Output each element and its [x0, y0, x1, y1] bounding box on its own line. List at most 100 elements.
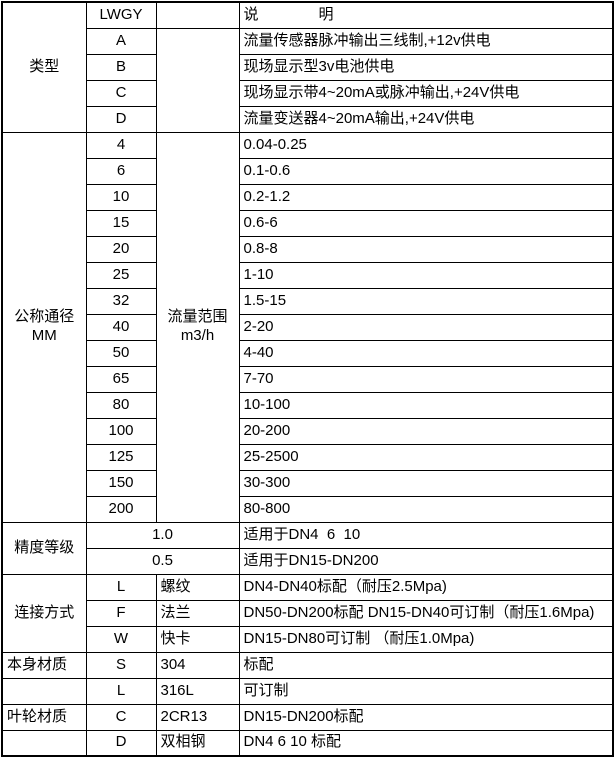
flow-range-cell: 25-2500: [238, 443, 614, 471]
empty-label-cell: [1, 677, 87, 705]
body-material-name-cell: 304: [155, 651, 240, 679]
table-row: C 现场显示带4~20mA或脉冲输出,+24V供电: [2, 79, 614, 107]
connection-name-cell: 法兰: [155, 599, 240, 627]
table-row: 精度等级 1.0 适用于DN4 6 10: [1, 521, 614, 575]
table-row: 100 20-200: [2, 417, 614, 445]
table-row: 200 80-800: [2, 495, 614, 523]
type-code-cell: C: [85, 79, 157, 107]
table-row: 15 0.6-6: [2, 209, 614, 237]
connection-desc-cell: DN4-DN40标配（耐压2.5Mpa): [238, 573, 614, 601]
body-material-name-cell: 316L: [155, 677, 240, 705]
table-row: B 现场显示型3v电池供电: [2, 53, 614, 81]
dn-value-cell: 6: [85, 157, 157, 185]
table-row: 叶轮材质 C 2CR13 DN15-DN200标配: [1, 703, 614, 731]
dn-value-cell: 80: [85, 391, 157, 419]
body-material-desc-cell: 标配: [238, 651, 614, 679]
connection-name-cell: 螺纹: [155, 573, 240, 601]
flow-range-cell: 4-40: [238, 339, 614, 367]
connection-desc-cell: DN50-DN200标配 DN15-DN40可订制（耐压1.6Mpa): [238, 599, 614, 627]
dn-value-cell: 65: [85, 365, 157, 393]
table-row: 125 25-2500: [2, 443, 614, 471]
body-material-code-cell: S: [85, 651, 157, 679]
table-row: D 流量变送器4~20mA输出,+24V供电: [2, 105, 614, 133]
table-row: 50 4-40: [2, 339, 614, 367]
dn-value-cell: 100: [85, 417, 157, 445]
connection-section-label: 连接方式: [1, 573, 87, 653]
table-row: A 流量传感器脉冲输出三线制,+12v供电: [2, 27, 614, 133]
connection-code-cell: F: [85, 599, 157, 627]
connection-name-cell: 快卡: [155, 625, 240, 653]
flow-range-cell: 0.6-6: [238, 209, 614, 237]
dn-value-cell: 20: [85, 235, 157, 263]
table-row: D 双相钢 DN4 6 10 标配: [1, 729, 614, 757]
empty-label-cell: [1, 729, 87, 757]
accuracy-desc-cell: 适用于DN15-DN200: [238, 547, 614, 575]
dn-value-cell: 10: [85, 183, 157, 211]
dn-value-cell: 50: [85, 339, 157, 367]
impeller-material-section-label: 叶轮材质: [1, 703, 87, 731]
table-row: 25 1-10: [2, 261, 614, 289]
description-header-cell: 说 明: [238, 1, 614, 29]
table-row: 类型 LWGY 说 明: [1, 1, 614, 133]
table-row: 40 2-20: [2, 313, 614, 341]
table-row: 10 0.2-1.2: [2, 183, 614, 211]
flow-range-cell: 0.8-8: [238, 235, 614, 263]
connection-code-cell: W: [85, 625, 157, 653]
table-row: W 快卡 DN15-DN80可订制 （耐压1.0Mpa): [2, 625, 614, 653]
dn-value-cell: 125: [85, 443, 157, 471]
type-code-cell: B: [85, 53, 157, 81]
empty-header-cell: [155, 1, 240, 29]
table-row: L 316L 可订制: [1, 677, 614, 705]
table-row: 80 10-100: [2, 391, 614, 419]
connection-desc-cell: DN15-DN80可订制 （耐压1.0Mpa): [238, 625, 614, 653]
flow-range-cell: 20-200: [238, 417, 614, 445]
table-row: 6 0.1-0.6: [2, 157, 614, 185]
type-section-label: 类型: [1, 1, 87, 133]
dn-value-cell: 32: [85, 287, 157, 315]
body-material-desc-cell: 可订制: [238, 677, 614, 705]
dn-value-cell: 150: [85, 469, 157, 497]
type-desc-cell: 流量传感器脉冲输出三线制,+12v供电: [238, 27, 614, 55]
table-row: 0.5 适用于DN15-DN200: [2, 547, 614, 575]
impeller-material-desc-cell: DN4 6 10 标配: [238, 729, 614, 757]
impeller-material-name-cell: 双相钢: [155, 729, 240, 757]
flow-range-cell: 2-20: [238, 313, 614, 341]
impeller-material-name-cell: 2CR13: [155, 703, 240, 731]
dn-value-cell: 40: [85, 313, 157, 341]
flow-range-cell: 0.04-0.25: [238, 131, 614, 159]
table-row: 32 1.5-15: [2, 287, 614, 315]
flow-range-cell: 1-10: [238, 261, 614, 289]
flow-range-cell: 30-300: [238, 469, 614, 497]
impeller-material-code-cell: D: [85, 729, 157, 757]
impeller-material-desc-cell: DN15-DN200标配: [238, 703, 614, 731]
table-row: 本身材质 S 304 标配: [1, 651, 614, 679]
accuracy-desc-cell: 适用于DN4 6 10: [238, 521, 614, 549]
type-desc-cell: 流量变送器4~20mA输出,+24V供电: [238, 105, 614, 133]
accuracy-value-cell: 1.0: [85, 521, 240, 549]
table-row: 20 0.8-8: [2, 235, 614, 263]
accuracy-value-cell: 0.5: [85, 547, 240, 575]
dn-value-cell: 25: [85, 261, 157, 289]
impeller-material-code-cell: C: [85, 703, 157, 731]
table-row: 公称通径 MM 4 流量范围 m3/h 0.04-0.25: [1, 131, 614, 523]
model-code-header-cell: LWGY: [85, 1, 157, 29]
flow-range-cell: 0.1-0.6: [238, 157, 614, 185]
empty-spacer-cell: [155, 27, 240, 133]
dn-value-cell: 4: [85, 131, 157, 159]
body-material-section-label: 本身材质: [1, 651, 87, 679]
dn-value-cell: 200: [85, 495, 157, 523]
flow-range-cell: 80-800: [238, 495, 614, 523]
connection-code-cell: L: [85, 573, 157, 601]
flow-range-cell: 10-100: [238, 391, 614, 419]
type-desc-cell: 现场显示型3v电池供电: [238, 53, 614, 81]
flow-range-cell: 0.2-1.2: [238, 183, 614, 211]
table-row: 连接方式 L 螺纹 DN4-DN40标配（耐压2.5Mpa): [1, 573, 614, 653]
table-row: 150 30-300: [2, 469, 614, 497]
table-row: 65 7-70: [2, 365, 614, 393]
body-material-code-cell: L: [85, 677, 157, 705]
table-row: F 法兰 DN50-DN200标配 DN15-DN40可订制（耐压1.6Mpa): [2, 599, 614, 627]
diameter-section-label: 公称通径 MM: [1, 131, 87, 523]
flow-range-cell: 7-70: [238, 365, 614, 393]
flow-range-label-cell: 流量范围 m3/h: [155, 131, 240, 523]
